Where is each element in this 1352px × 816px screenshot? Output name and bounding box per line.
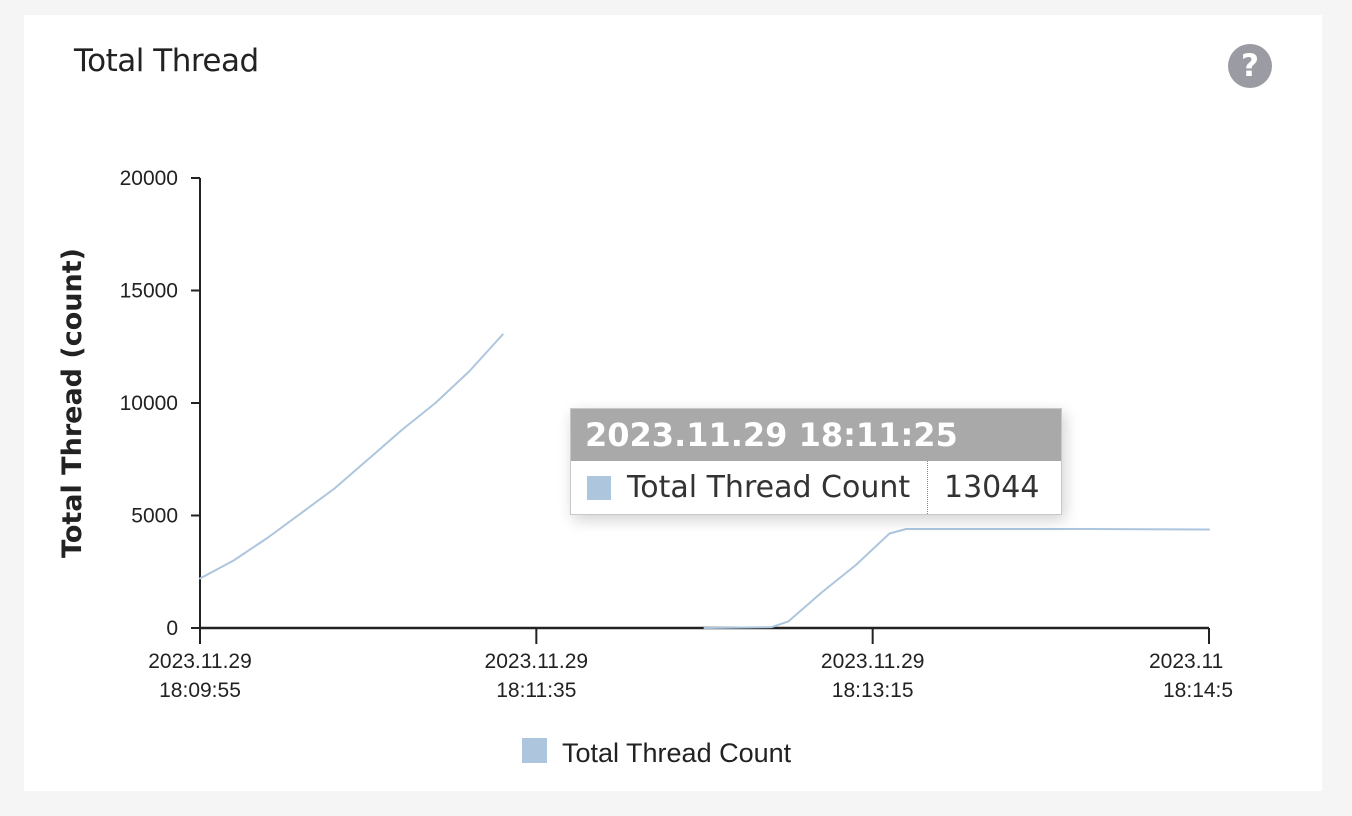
x-tick-date: 2023.11.29 — [148, 650, 252, 673]
x-tick-date: 2023.11.29 — [821, 650, 925, 673]
tooltip-divider — [927, 461, 928, 514]
y-tick-label: 20000 — [120, 167, 178, 190]
chart-panel: Total Thread ? — [24, 15, 1322, 791]
tooltip-series-swatch — [587, 475, 611, 500]
tooltip-value: 13044 — [944, 470, 1040, 505]
y-tick-label: 10000 — [120, 392, 178, 415]
legend[interactable]: Total Thread Count — [522, 738, 792, 768]
tooltip-row: Total Thread Count 13044 — [571, 461, 1061, 514]
series-line-segment — [703, 528, 1210, 629]
y-tick-label: 0 — [166, 617, 178, 640]
series-layer — [199, 333, 1210, 629]
x-tick-time: 18:09:55 — [159, 679, 241, 702]
tooltip-time: 2023.11.29 18:11:25 — [571, 409, 1061, 461]
y-tick-label: 5000 — [131, 505, 178, 528]
series-line-segment — [199, 333, 504, 580]
legend-label[interactable]: Total Thread Count — [562, 738, 792, 768]
x-tick-date: 2023.11.29 — [485, 650, 589, 673]
question-circle-icon[interactable]: ? — [1228, 44, 1272, 88]
x-tick-date: 2023.11 — [1149, 650, 1223, 673]
y-axis-title: Total Thread (count) — [57, 248, 88, 558]
x-tick-label: 2023.11 18:14:5 — [1149, 650, 1233, 702]
y-tick-label: 15000 — [120, 280, 178, 303]
x-tick-label: 2023.11.29 18:09:55 — [148, 650, 252, 702]
x-tick-label: 2023.11.29 18:13:15 — [821, 650, 925, 702]
y-axis: 0 5000 10000 15000 20000 — [120, 167, 201, 640]
x-tick-time: 18:11:35 — [496, 679, 576, 702]
tooltip-series-name: Total Thread Count — [627, 470, 911, 505]
data-tooltip: 2023.11.29 18:11:25 Total Thread Count 1… — [570, 408, 1062, 515]
x-tick-label: 2023.11.29 18:11:35 — [485, 650, 589, 702]
legend-swatch[interactable] — [522, 738, 547, 763]
x-tick-time: 18:13:15 — [832, 679, 914, 702]
x-axis: 2023.11.2918:09:552023.11.2918:11:352023… — [148, 626, 1233, 702]
panel-title: Total Thread — [74, 43, 259, 79]
x-tick-time: 18:14:5 — [1163, 679, 1233, 702]
